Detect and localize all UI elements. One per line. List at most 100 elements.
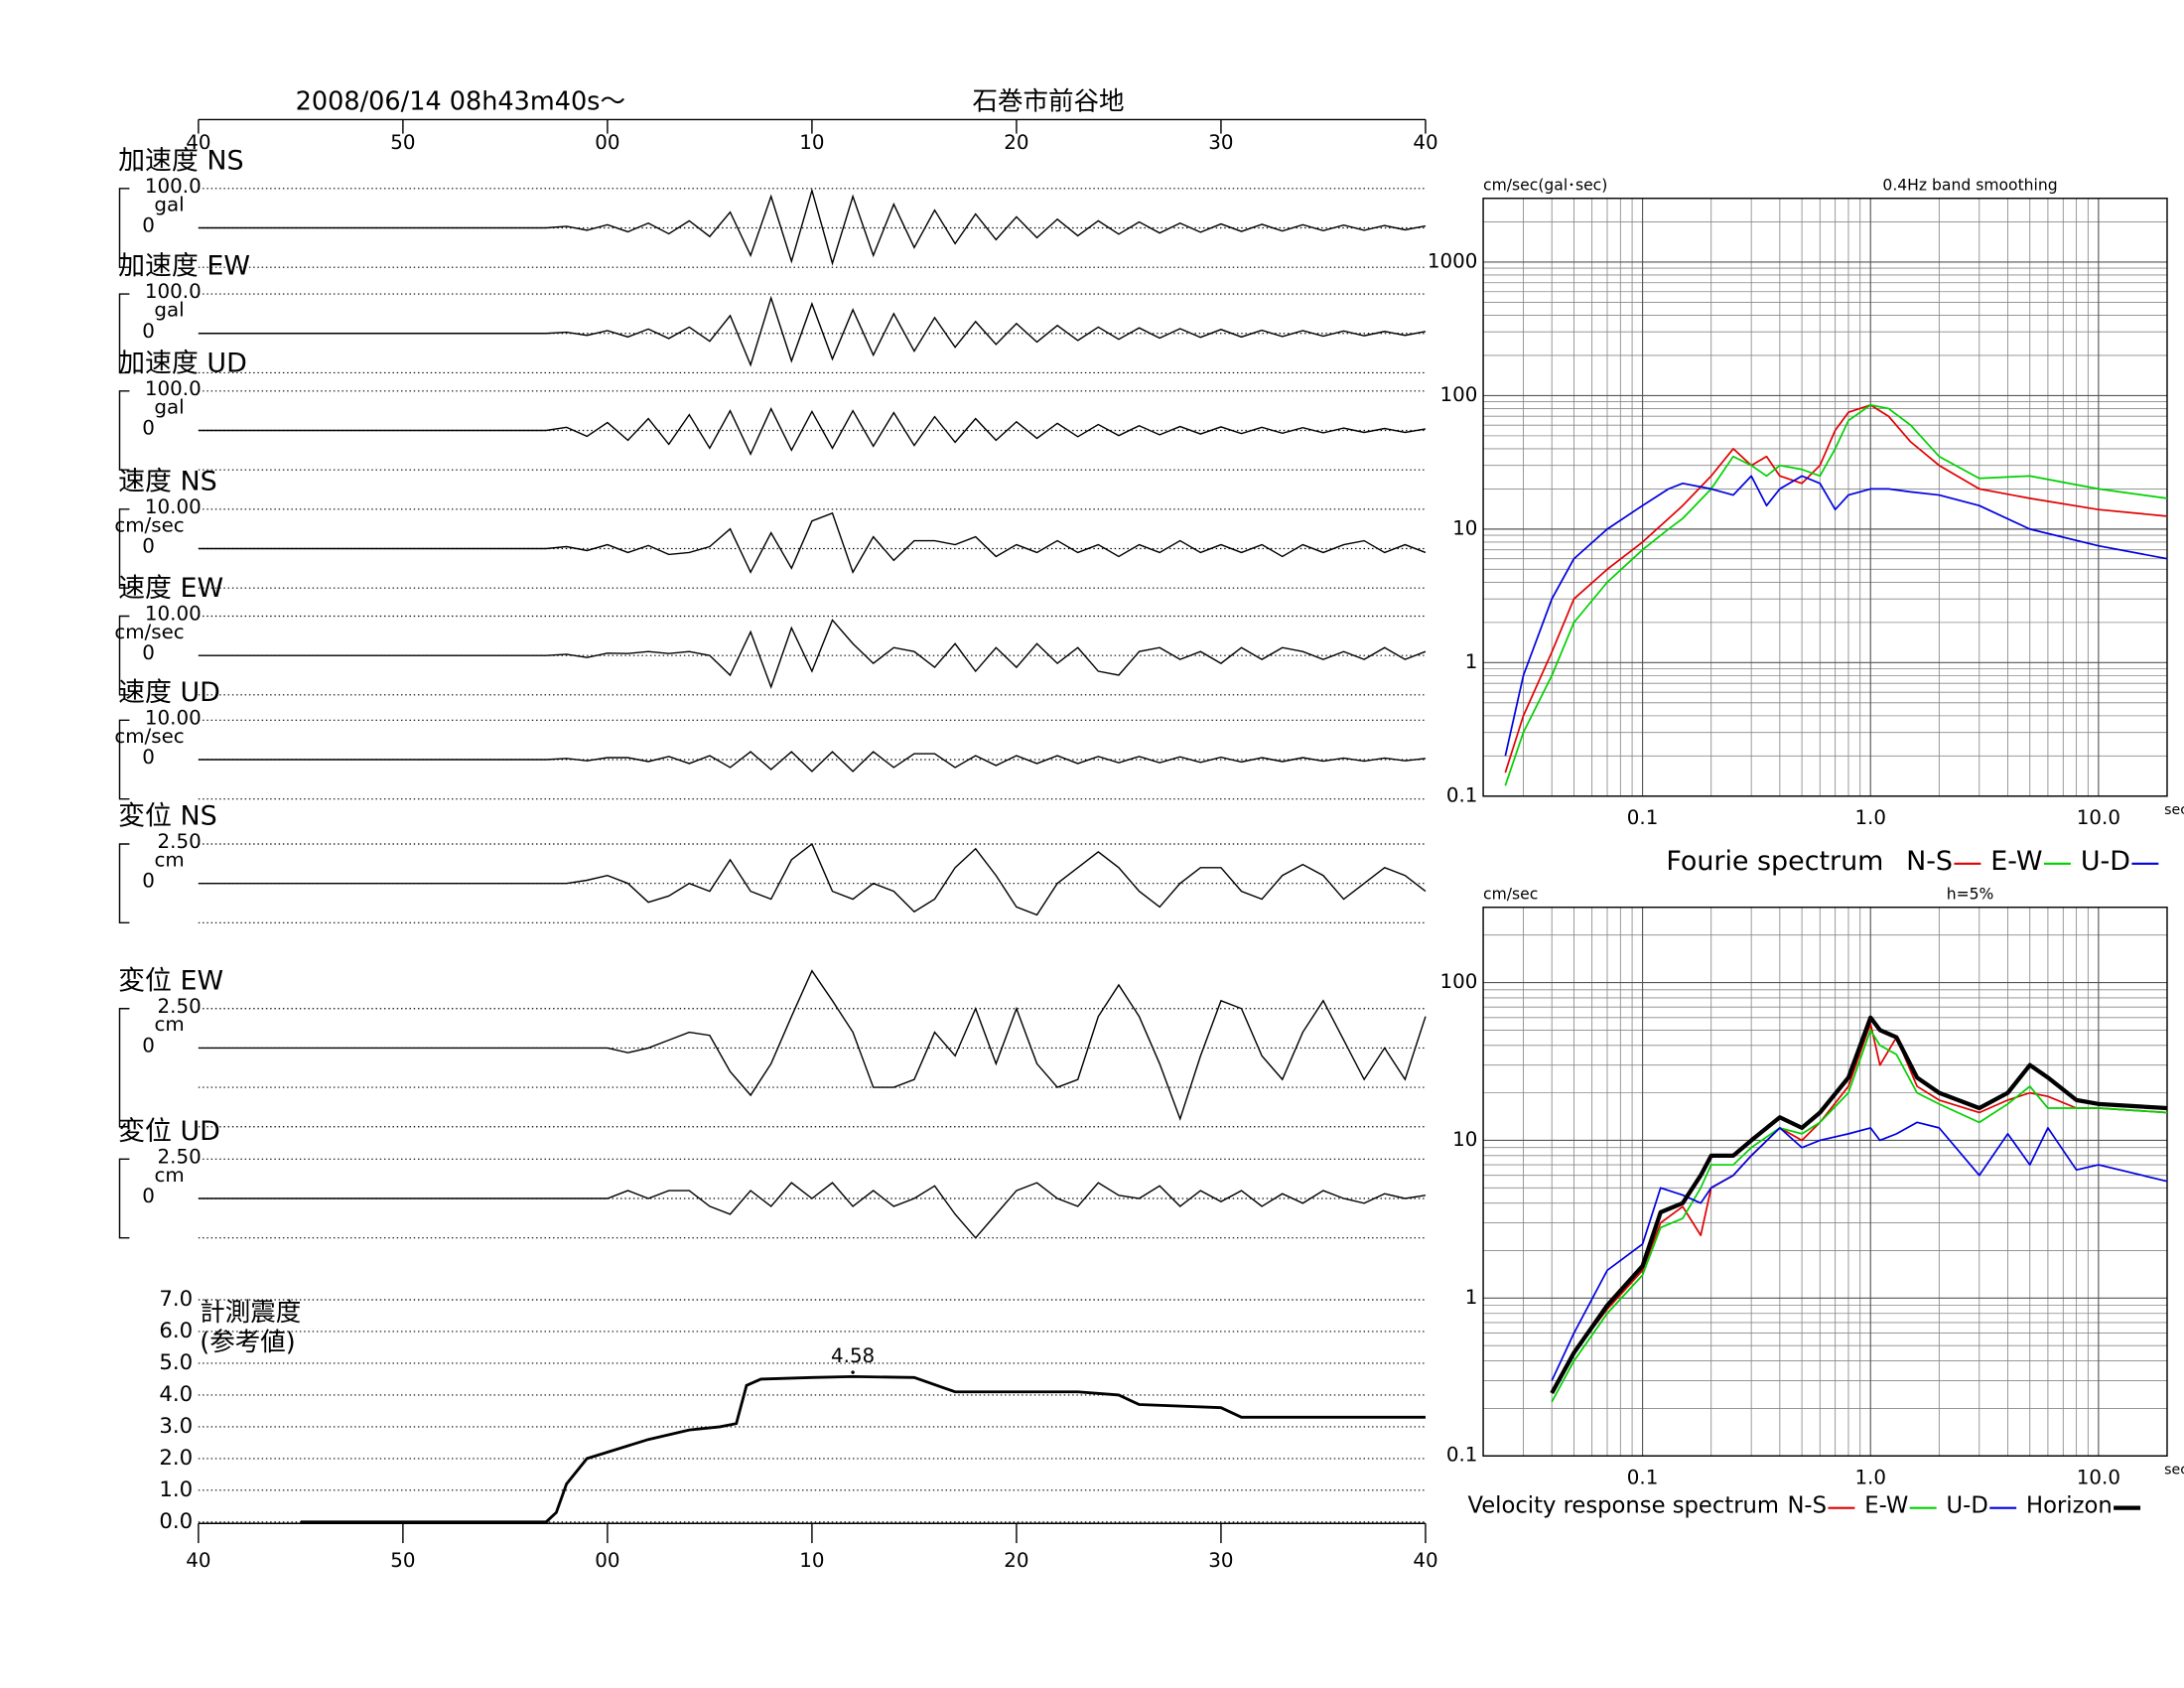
y-tick-label: 0: [142, 870, 155, 893]
chart-title: 計測震度: [200, 1298, 301, 1328]
legend-label: U-D: [2081, 846, 2130, 877]
panel-title: 加速度 NS: [118, 145, 244, 176]
unit-label: gal: [154, 395, 184, 418]
x-tick-label: 0.1: [1627, 1466, 1659, 1488]
y-tick-label: 10: [1452, 516, 1477, 539]
y-tick-label: 100.0: [145, 175, 202, 198]
spectrum-line: [1504, 404, 2168, 774]
plot-frame: [1482, 907, 2168, 1457]
panel-title: 変位 UD: [118, 1116, 220, 1147]
peak-label: 4.58: [831, 1344, 875, 1367]
spectrum-line: [1550, 1015, 2168, 1395]
y-tick-label: 1: [1465, 1286, 1478, 1309]
y-tick-label: 0: [142, 641, 155, 664]
y-tick-label: 2.0: [159, 1446, 193, 1471]
spectrum-line: [1551, 1121, 2168, 1381]
legend-label: Horizon: [2026, 1493, 2113, 1519]
x-tick-label: 30: [1208, 131, 1233, 154]
x-tick-label: 40: [186, 1549, 210, 1572]
y-tick-label: 0: [142, 1185, 155, 1207]
waveform: [198, 407, 1427, 456]
y-tick-label: 4.0: [159, 1382, 193, 1407]
spectrum-line: [1551, 1022, 2168, 1394]
spectrum-line: [1504, 475, 2168, 757]
y-tick-label: 10: [1452, 1128, 1477, 1151]
x-axis-label: sec: [2164, 802, 2184, 818]
y-tick-label: 6.0: [159, 1319, 193, 1343]
panel-bracket: [118, 293, 130, 374]
waveform: [198, 969, 1427, 1121]
x-tick-label: 00: [595, 1549, 619, 1572]
unit-label: cm/sec: [114, 621, 184, 643]
panel-bracket: [118, 719, 130, 800]
intensity-line: [300, 1374, 1426, 1524]
y-tick-label: 10.00: [145, 603, 202, 626]
waveform: [198, 619, 1427, 689]
panel-bracket: [118, 1158, 130, 1239]
x-tick-label: 30: [1208, 1549, 1233, 1572]
x-tick-label: 00: [595, 131, 619, 154]
chart-subtitle: (参考値): [200, 1328, 295, 1357]
plot-frame: [1482, 198, 2168, 797]
x-tick-label: 0.1: [1627, 806, 1659, 829]
legend-title: Fourie spectrum: [1666, 846, 1883, 877]
station-name: 石巻市前谷地: [973, 86, 1125, 116]
unit-label: gal: [154, 299, 184, 322]
waveform: [198, 295, 1427, 367]
x-tick-label: 20: [1004, 1549, 1028, 1572]
unit-label: cm/sec: [114, 725, 184, 748]
chart-note: h=5%: [1947, 886, 1994, 904]
panel-bracket: [118, 390, 130, 471]
unit-label: gal: [154, 193, 184, 215]
y-tick-label: 1: [1465, 650, 1478, 673]
x-tick-label: 40: [1413, 131, 1437, 154]
y-tick-label: 0.0: [159, 1509, 193, 1534]
x-tick-label: 10: [799, 1549, 824, 1572]
panel-title: 変位 EW: [118, 965, 223, 996]
unit-label: cm: [154, 849, 184, 872]
y-tick-label: 1.0: [159, 1477, 193, 1502]
spectrum-line: [1504, 404, 2168, 786]
waveform: [198, 842, 1427, 916]
panel-title: 加速度 UD: [118, 348, 247, 378]
panel-bracket: [118, 188, 130, 268]
legend-label: E-W: [1990, 846, 2042, 877]
y-tick-label: 2.50: [158, 830, 202, 853]
panel-bracket: [118, 615, 130, 696]
x-tick-label: 10: [799, 131, 824, 154]
panel-bracket: [118, 843, 130, 924]
panel-title: 加速度 EW: [118, 251, 250, 282]
legend-title: Velocity response spectrum: [1467, 1493, 1779, 1519]
y-tick-label: 5.0: [159, 1350, 193, 1375]
x-tick-label: 10.0: [2077, 806, 2120, 829]
y-axis-label: cm/sec(gal･sec): [1483, 177, 1607, 195]
y-tick-label: 2.50: [158, 1145, 202, 1168]
x-tick-label: 40: [186, 131, 210, 154]
y-tick-label: 10.00: [145, 706, 202, 729]
x-tick-label: 40: [1413, 1549, 1437, 1572]
peak-marker: [851, 1370, 855, 1374]
y-tick-label: 0: [142, 746, 155, 769]
y-tick-label: 3.0: [159, 1414, 193, 1439]
panel-bracket: [118, 508, 130, 589]
y-tick-label: 1000: [1428, 249, 1477, 272]
legend-label: E-W: [1864, 1493, 1908, 1519]
panel-title: 変位 NS: [118, 801, 217, 832]
x-tick-label: 20: [1004, 131, 1028, 154]
y-tick-label: 0: [142, 417, 155, 440]
y-tick-label: 7.0: [159, 1287, 193, 1312]
legend-label: N-S: [1787, 1493, 1827, 1519]
y-tick-label: 0.1: [1446, 783, 1478, 806]
y-tick-label: 100: [1440, 383, 1478, 406]
record-date: 2008/06/14 08h43m40s〜: [296, 86, 625, 116]
legend-label: U-D: [1947, 1493, 1988, 1519]
x-tick-label: 50: [390, 131, 415, 154]
waveform: [198, 511, 1427, 574]
y-tick-label: 10.00: [145, 495, 202, 518]
y-tick-label: 0: [142, 320, 155, 343]
y-tick-label: 100: [1440, 970, 1478, 993]
legend-label: N-S: [1906, 846, 1953, 877]
chart-note: 0.4Hz band smoothing: [1882, 177, 2057, 195]
x-tick-label: 10.0: [2077, 1466, 2120, 1488]
